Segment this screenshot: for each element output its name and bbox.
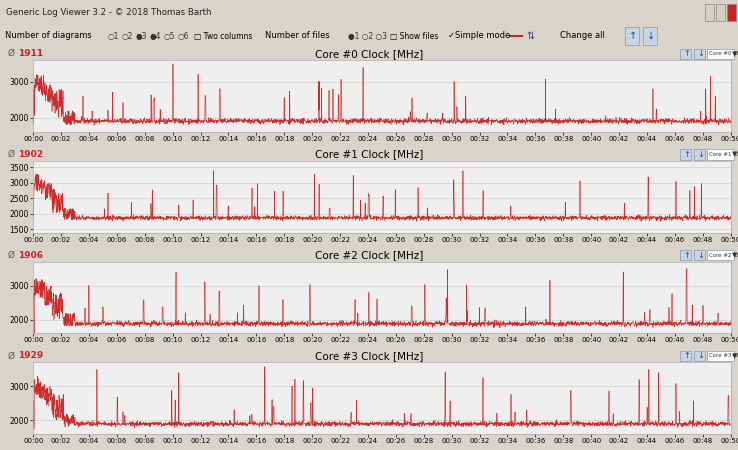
Text: ↑: ↑ (683, 50, 690, 58)
FancyBboxPatch shape (707, 250, 734, 261)
Text: Core #3 Clock [MHz]: Core #3 Clock [MHz] (315, 351, 423, 361)
Text: ↓: ↓ (697, 50, 704, 58)
Text: ▼: ▼ (732, 152, 737, 158)
Text: ↓: ↓ (697, 351, 704, 360)
Text: Ø: Ø (8, 50, 15, 58)
Text: ●4: ●4 (150, 32, 162, 40)
Text: Change all: Change all (560, 32, 605, 40)
FancyBboxPatch shape (643, 27, 657, 45)
FancyBboxPatch shape (694, 49, 705, 59)
Text: ↓: ↓ (697, 150, 704, 159)
FancyBboxPatch shape (625, 27, 639, 45)
Text: ⇅: ⇅ (526, 31, 534, 41)
Text: 1902: 1902 (18, 150, 43, 159)
Text: Core #0 Clock [MHz]: Core #0 Clock [MHz] (315, 49, 423, 59)
Text: 1929: 1929 (18, 351, 44, 360)
Text: ✓Simple mode: ✓Simple mode (448, 32, 510, 40)
Text: ●3: ●3 (136, 32, 148, 40)
FancyBboxPatch shape (680, 49, 691, 59)
Text: Core #1 Cloc: Core #1 Cloc (709, 152, 738, 157)
Text: Core #0 Cloc: Core #0 Cloc (709, 51, 738, 56)
FancyBboxPatch shape (680, 351, 691, 361)
Text: ↑: ↑ (683, 351, 690, 360)
Text: 1911: 1911 (18, 50, 43, 58)
Text: Number of diagrams: Number of diagrams (5, 32, 92, 40)
Text: 1906: 1906 (18, 251, 43, 260)
Text: ↓: ↓ (697, 251, 704, 260)
FancyBboxPatch shape (694, 250, 705, 261)
Text: Number of files: Number of files (265, 32, 330, 40)
Text: ▼: ▼ (732, 51, 737, 57)
Text: ○5: ○5 (164, 32, 176, 40)
Text: ↑: ↑ (683, 251, 690, 260)
Text: Generic Log Viewer 3.2 - © 2018 Thomas Barth: Generic Log Viewer 3.2 - © 2018 Thomas B… (6, 8, 211, 17)
Text: ↓: ↓ (647, 31, 655, 41)
Text: ↑: ↑ (629, 31, 637, 41)
Text: ○2: ○2 (122, 32, 134, 40)
FancyBboxPatch shape (707, 149, 734, 160)
FancyBboxPatch shape (680, 149, 691, 160)
Text: □ Show files: □ Show files (390, 32, 438, 40)
FancyBboxPatch shape (694, 149, 705, 160)
FancyBboxPatch shape (727, 4, 736, 21)
Text: Ø: Ø (8, 351, 15, 360)
Text: Ø: Ø (8, 251, 15, 260)
Text: ▼: ▼ (732, 252, 737, 258)
FancyBboxPatch shape (694, 351, 705, 361)
FancyBboxPatch shape (707, 49, 734, 59)
Text: Core #2 Cloc: Core #2 Cloc (709, 252, 738, 258)
Text: Core #3 Cloc: Core #3 Cloc (709, 353, 738, 358)
Text: Core #1 Clock [MHz]: Core #1 Clock [MHz] (315, 149, 423, 159)
Text: Ø: Ø (8, 150, 15, 159)
FancyBboxPatch shape (716, 4, 725, 21)
Text: ○1: ○1 (108, 32, 120, 40)
FancyBboxPatch shape (707, 351, 734, 361)
Text: □ Two columns: □ Two columns (194, 32, 252, 40)
FancyBboxPatch shape (705, 4, 714, 21)
Text: ▼: ▼ (732, 353, 737, 359)
Text: ○6: ○6 (178, 32, 190, 40)
Text: Core #2 Clock [MHz]: Core #2 Clock [MHz] (315, 250, 423, 260)
FancyBboxPatch shape (680, 250, 691, 261)
Text: ●1 ○2 ○3: ●1 ○2 ○3 (348, 32, 387, 40)
Text: ↑: ↑ (683, 150, 690, 159)
